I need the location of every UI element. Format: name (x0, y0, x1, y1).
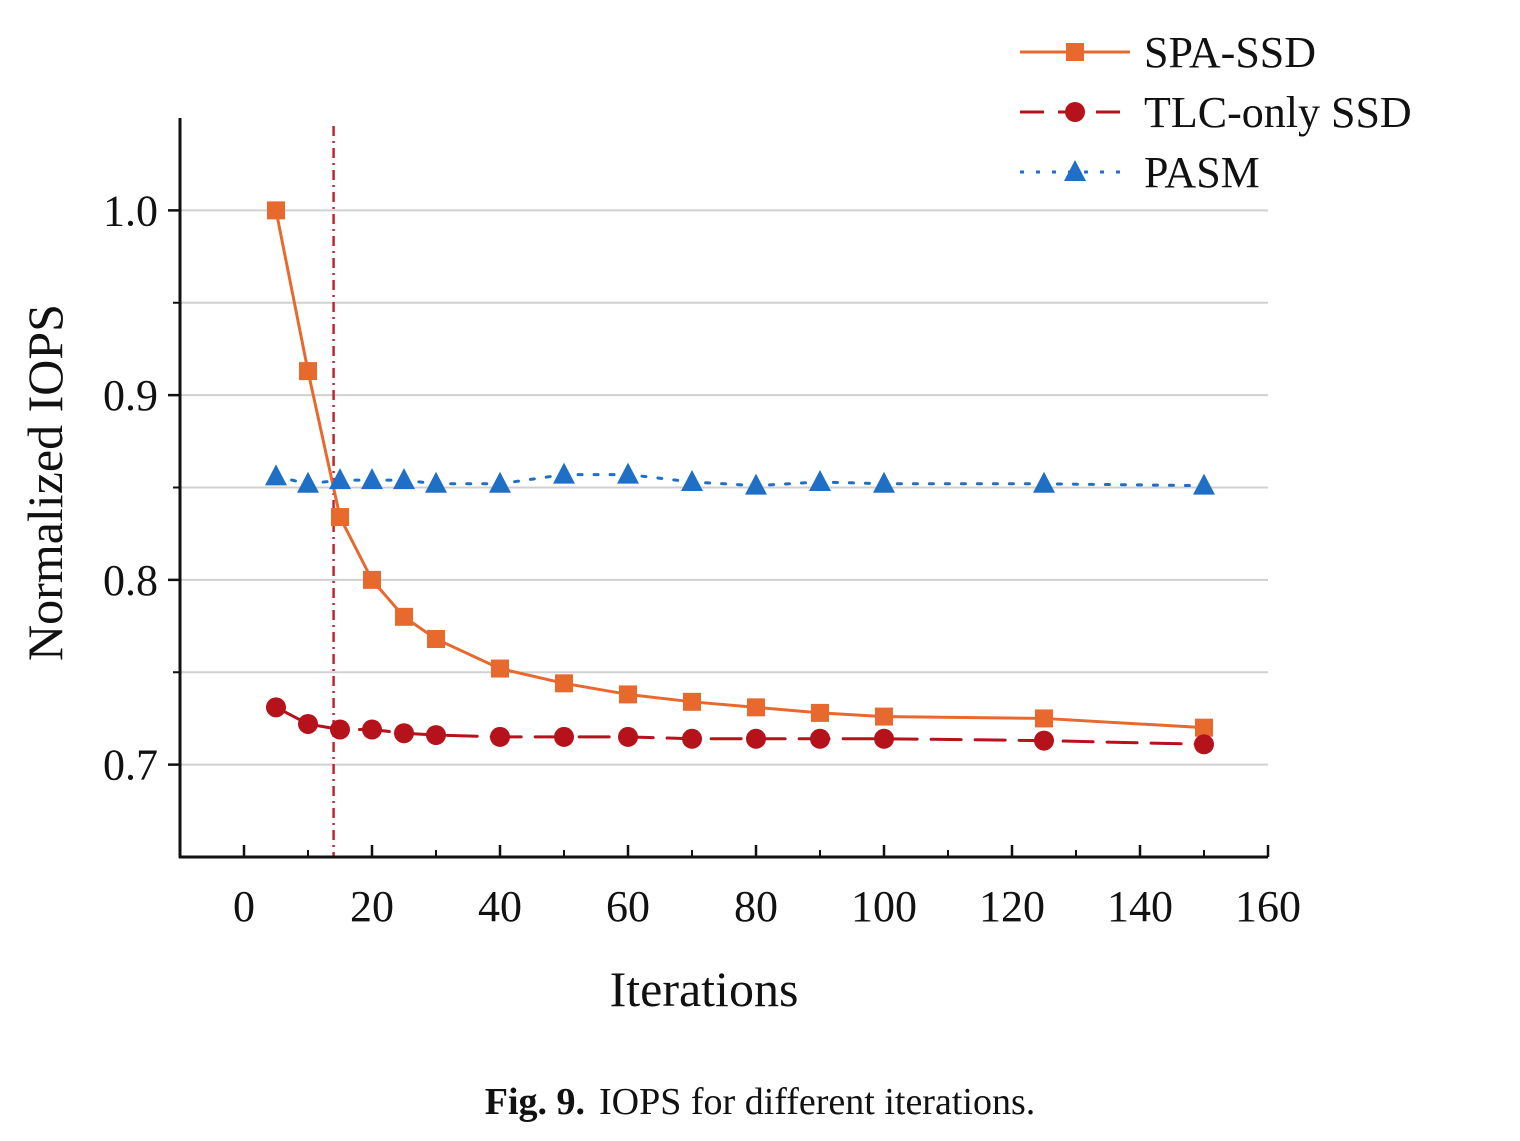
data-point (619, 685, 637, 704)
data-point (682, 728, 702, 749)
data-point (329, 468, 351, 490)
data-point (297, 471, 319, 493)
data-point (363, 570, 381, 589)
y-tick-label: 0.7 (103, 741, 158, 790)
data-point (873, 471, 895, 493)
tick-labels: 0 20 40 60 80 100 120 140 160 0.7 0.8 0.9 1.0 (103, 186, 1301, 931)
data-point (745, 473, 767, 495)
data-point (554, 726, 574, 747)
data-point (1033, 471, 1055, 493)
y-axis-title: Normalized IOPS (17, 304, 73, 661)
data-point (1194, 734, 1214, 755)
data-point (1195, 718, 1213, 737)
data-point (298, 713, 318, 734)
data-point (267, 201, 285, 220)
data-point (1193, 473, 1215, 495)
legend-label: TLC-only SSD (1144, 88, 1412, 137)
series-lines (274, 208, 1206, 746)
data-point (426, 725, 446, 746)
x-tick-label: 160 (1235, 882, 1301, 931)
iops-line-chart: 0 20 40 60 80 100 120 140 160 0.7 0.8 0.9 1.0 Iterat… (17, 28, 1412, 1017)
data-point (874, 728, 894, 749)
data-point (681, 469, 703, 491)
x-tick-label: 20 (350, 882, 394, 931)
data-point (809, 469, 831, 491)
x-tick-label: 80 (734, 882, 778, 931)
data-point (811, 703, 829, 722)
data-point (489, 471, 511, 493)
data-point (810, 728, 830, 749)
data-point (555, 674, 573, 693)
data-point (299, 362, 317, 381)
x-tick-label: 0 (233, 882, 255, 931)
legend-label: SPA-SSD (1144, 28, 1316, 77)
x-tick-label: 60 (606, 882, 650, 931)
data-point (875, 707, 893, 726)
data-point (425, 471, 447, 493)
data-point (683, 692, 701, 711)
x-tick-label: 140 (1107, 882, 1173, 931)
data-point (746, 728, 766, 749)
grid-lines (180, 209, 1268, 766)
data-point (1034, 730, 1054, 751)
series-line-spa-ssd (274, 208, 1206, 730)
tick-marks (168, 209, 1270, 857)
data-point (617, 462, 639, 484)
y-tick-label: 1.0 (103, 186, 158, 235)
y-tick-label: 0.9 (103, 371, 158, 420)
figure-caption: Fig. 9. IOPS for different iterations. (0, 1080, 1520, 1124)
data-point (553, 462, 575, 484)
legend-marker (1064, 160, 1086, 181)
data-point (265, 464, 287, 486)
series-line-pasm (274, 473, 1206, 488)
figure-caption-text: IOPS for different iterations. (599, 1081, 1036, 1123)
legend-label: PASM (1144, 148, 1260, 197)
series-line-tlc-only-ssd (274, 705, 1206, 746)
legend: SPA-SSD TLC-only SSD PASM (1020, 28, 1412, 197)
x-axis-title: Iterations (610, 961, 799, 1017)
x-tick-label: 100 (851, 882, 917, 931)
data-point (427, 629, 445, 648)
data-point (362, 719, 382, 740)
figure-number: Fig. 9. (484, 1081, 586, 1123)
data-point (266, 697, 286, 718)
legend-marker (1065, 102, 1085, 122)
data-point (491, 659, 509, 678)
legend-marker (1066, 43, 1084, 61)
data-point (331, 508, 349, 527)
data-point (394, 723, 414, 744)
y-tick-label: 0.8 (103, 556, 158, 605)
series-markers (265, 201, 1215, 755)
data-point (618, 726, 638, 747)
data-point (393, 468, 415, 490)
data-point (330, 719, 350, 740)
data-point (361, 468, 383, 490)
data-point (490, 726, 510, 747)
x-tick-label: 120 (979, 882, 1045, 931)
x-tick-label: 40 (478, 882, 522, 931)
data-point (747, 698, 765, 717)
data-point (1035, 709, 1053, 728)
data-point (395, 607, 413, 626)
